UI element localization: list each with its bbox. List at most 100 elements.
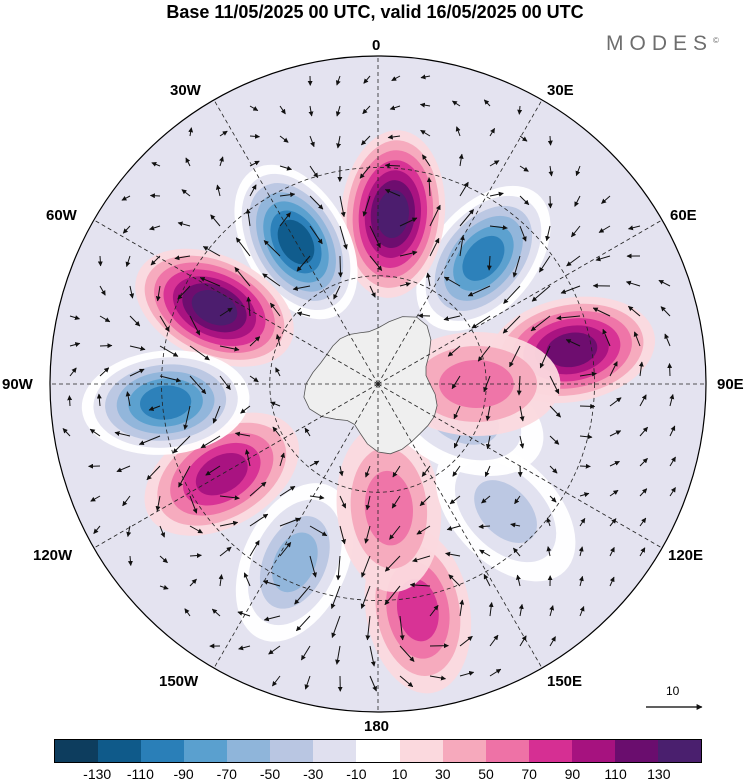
wind-arrow — [412, 555, 431, 563]
anomaly-cell — [340, 130, 446, 298]
lon-label-180: 180 — [364, 718, 390, 735]
anomaly-cell — [416, 185, 551, 331]
wind-arrow — [245, 208, 251, 227]
wind-arrow — [304, 675, 311, 690]
wind-arrow — [362, 195, 371, 217]
wind-arrow — [279, 192, 296, 198]
wind-arrow — [174, 255, 191, 261]
wind-arrow — [121, 195, 131, 201]
wind-arrow — [451, 100, 461, 107]
wind-arrow — [516, 574, 521, 587]
wind-arrow — [122, 225, 131, 234]
wind-arrow — [309, 195, 324, 210]
wind-arrow — [304, 427, 311, 437]
wind-arrow — [189, 375, 207, 395]
lon-label-120e: 120E — [668, 547, 704, 564]
wind-arrow — [69, 315, 80, 320]
wind-arrow — [309, 225, 323, 245]
wind-arrow — [459, 181, 469, 197]
wind-arrow — [609, 460, 620, 467]
wind-arrow — [183, 405, 191, 430]
colorbar-tick-label: 70 — [521, 766, 537, 782]
wind-arrow — [446, 525, 461, 531]
map-title: Base 11/05/2025 00 UTC, valid 16/05/2025… — [166, 2, 584, 22]
wind-arrow — [296, 255, 311, 272]
wind-arrow — [369, 285, 376, 298]
wind-arrow — [502, 315, 521, 334]
anomaly-contour — [195, 452, 248, 496]
wind-arrow — [159, 555, 168, 564]
wind-arrow — [609, 576, 615, 587]
wind-arrow — [519, 225, 527, 242]
wind-arrow — [369, 255, 383, 271]
wind-arrow — [409, 582, 431, 588]
wind-arrow — [361, 135, 371, 146]
wind-arrow — [249, 336, 261, 347]
wind-arrow — [426, 177, 432, 197]
wind-arrow — [452, 465, 461, 477]
wind-arrow — [309, 165, 319, 179]
wind-arrow — [483, 573, 491, 587]
wind-arrow — [189, 578, 197, 587]
wind-arrow — [485, 435, 491, 450]
wind-arrow — [309, 135, 315, 148]
anomaly-cell — [336, 424, 442, 592]
wind-arrow — [159, 584, 169, 590]
wind-arrow — [420, 129, 431, 137]
colorbar — [54, 739, 702, 763]
wind-arrow — [99, 367, 110, 377]
colorbar-swatch — [184, 740, 228, 762]
wind-arrow — [549, 405, 561, 418]
wind-arrow — [389, 525, 401, 540]
reference-vector-label: 10 — [666, 684, 680, 698]
wind-arrow — [339, 525, 346, 545]
wind-arrow — [219, 156, 224, 167]
colorbar-swatch — [98, 740, 142, 762]
wind-arrow — [639, 394, 647, 407]
wind-arrow — [149, 225, 161, 231]
wind-arrow — [519, 165, 529, 172]
wind-arrow — [384, 189, 401, 197]
colorbar-swatch — [356, 740, 400, 762]
wind-arrow — [90, 495, 101, 502]
wind-arrow — [89, 428, 101, 437]
meridian-line — [93, 383, 379, 549]
meridian-line — [213, 99, 379, 385]
wind-arrow — [639, 547, 646, 557]
wind-arrow — [200, 435, 221, 449]
lon-label-150w: 150W — [159, 673, 199, 690]
wind-arrow — [270, 401, 281, 407]
wind-arrow — [391, 75, 401, 82]
wind-arrow — [392, 465, 401, 478]
colorbar-tick-label: 10 — [391, 766, 408, 782]
wind-arrow — [181, 189, 191, 197]
wind-arrow — [97, 255, 103, 267]
wind-arrow — [518, 603, 524, 617]
meridian-line — [213, 383, 379, 669]
wind-arrow — [96, 393, 102, 407]
wind-arrow — [445, 551, 461, 557]
wind-arrow — [429, 605, 439, 617]
wind-arrow — [184, 608, 191, 617]
wind-arrow — [292, 285, 311, 291]
wind-arrow — [519, 405, 525, 422]
wind-arrow — [364, 465, 371, 478]
wind-arrow — [391, 495, 401, 509]
wind-arrow — [309, 460, 320, 467]
wind-arrow — [578, 546, 584, 557]
wind-arrow — [547, 195, 553, 209]
wind-arrow — [609, 546, 615, 557]
wind-arrow — [602, 328, 611, 347]
wind-arrow — [189, 553, 202, 559]
wind-arrow — [489, 668, 502, 677]
colorbar-swatch — [313, 740, 357, 762]
wind-arrow — [335, 555, 341, 581]
wind-arrow — [592, 307, 611, 317]
wind-arrow — [628, 305, 641, 317]
wind-arrow — [664, 333, 671, 347]
wind-arrow — [202, 246, 221, 257]
wind-arrow — [571, 225, 581, 238]
wind-arrow — [129, 345, 146, 351]
wind-arrow — [598, 225, 611, 233]
